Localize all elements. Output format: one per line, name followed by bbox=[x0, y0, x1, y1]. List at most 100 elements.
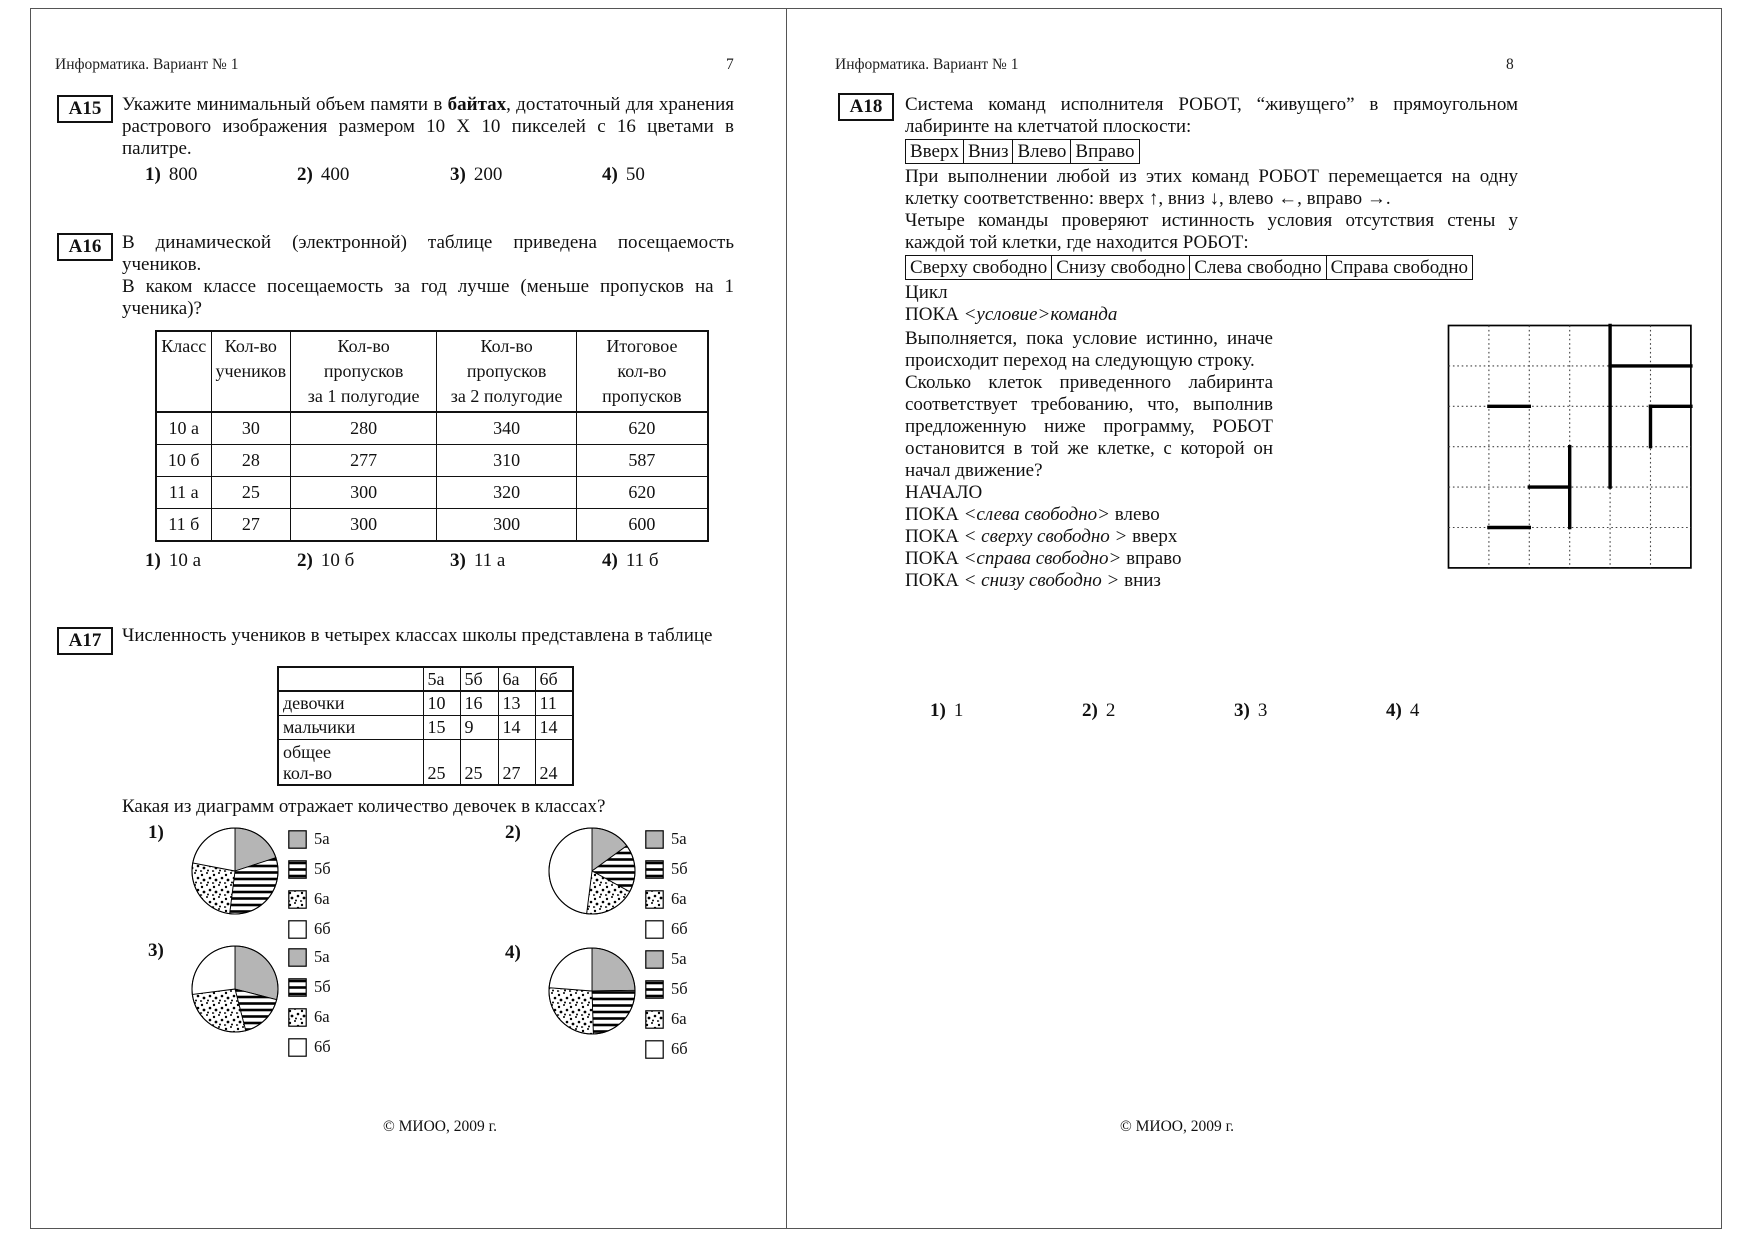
table-cell: 13 bbox=[497, 690, 536, 716]
legend-label: 6а bbox=[671, 1009, 687, 1028]
table-cell: 310 bbox=[436, 444, 578, 477]
pie-slice-6б bbox=[191, 945, 236, 995]
table-cell: 16 bbox=[459, 690, 499, 716]
table-row: 10 б 28 277 310 587 bbox=[155, 444, 709, 477]
legend-swatch-icon bbox=[645, 949, 664, 969]
table-cell: 300 bbox=[436, 508, 578, 542]
a16-header-sem1: Кол-во пропусков за 1 полугодие bbox=[290, 330, 438, 413]
program-line-2: ПОКА < сверху свободно > вверх bbox=[905, 526, 1178, 547]
table-row: 11 б 27 300 300 600 bbox=[155, 508, 709, 542]
chart-option-number: 1) bbox=[148, 822, 164, 843]
legend-label: 5б bbox=[671, 859, 688, 878]
cycle-label: Цикл bbox=[905, 282, 948, 303]
legend-swatch-icon bbox=[645, 1039, 664, 1059]
chart-legend: 5а 5б 6а 6б bbox=[645, 944, 688, 1064]
chart-option-number: 4) bbox=[505, 942, 521, 963]
a18-narrow-block: Выполняется, пока условие истинно, иначе… bbox=[905, 328, 1273, 592]
robot-command-cell: Снизу свободно bbox=[1051, 255, 1191, 280]
table-cell: 5б bbox=[459, 666, 499, 692]
legend-swatch-icon bbox=[288, 1037, 307, 1057]
robot-command-cell: Справа свободно bbox=[1325, 255, 1474, 280]
legend-item: 5а bbox=[288, 942, 331, 972]
a18-label-box: А18 bbox=[838, 93, 894, 121]
table-cell: 9 bbox=[459, 714, 499, 740]
table-cell: 600 bbox=[576, 508, 709, 542]
pie-slice-6а bbox=[548, 987, 594, 1035]
table-cell bbox=[277, 666, 424, 692]
legend-item: 6а bbox=[288, 1002, 331, 1032]
legend-label: 5а bbox=[314, 829, 330, 848]
a16-header-sem2: Кол-во пропусков за 2 полугодие bbox=[436, 330, 578, 413]
a18-paragraph-4: Выполняется, пока условие истинно, иначе… bbox=[905, 328, 1273, 371]
program-line-4: ПОКА < снизу свободно > вниз bbox=[905, 570, 1161, 591]
chart-legend: 5а 5б 6а 6б bbox=[288, 942, 331, 1062]
table-cell: 10 bbox=[422, 690, 461, 716]
a16-header-students: Кол-во учеников bbox=[210, 330, 292, 413]
table-cell: 587 bbox=[576, 444, 709, 477]
page8-running-head: Информатика. Вариант № 1 bbox=[835, 56, 1019, 73]
table-cell: 10 б bbox=[155, 444, 212, 477]
legend-item: 5а bbox=[645, 944, 688, 974]
legend-item: 5б bbox=[645, 974, 688, 1004]
legend-item: 5б bbox=[645, 854, 688, 884]
legend-swatch-icon bbox=[288, 919, 307, 939]
robot-command-cell: Сверху свободно bbox=[904, 255, 1053, 280]
table-cell: 300 bbox=[290, 508, 438, 542]
pie-chart bbox=[191, 827, 279, 915]
pie-chart bbox=[548, 827, 636, 915]
table-cell: 6б bbox=[534, 666, 574, 692]
legend-item: 6б bbox=[288, 1032, 331, 1062]
table-cell: 25 bbox=[422, 738, 461, 786]
chart-option-number: 3) bbox=[148, 940, 164, 961]
robot-command-cell: Влево bbox=[1012, 139, 1072, 164]
legend-label: 6б bbox=[671, 919, 688, 938]
a15-question-text: Укажите минимальный объем памяти в байта… bbox=[122, 94, 734, 160]
legend-swatch-icon bbox=[645, 979, 664, 999]
pie-slice-6б bbox=[192, 827, 236, 872]
legend-item: 5а bbox=[645, 824, 688, 854]
legend-label: 6а bbox=[314, 1007, 330, 1026]
chart-legend: 5а 5б 6а 6б bbox=[645, 824, 688, 944]
legend-label: 5б bbox=[671, 979, 688, 998]
table-cell: 30 bbox=[210, 411, 292, 445]
a16-attendance-table: Класс Кол-во учеников Кол-во пропусков з… bbox=[155, 330, 709, 542]
a18-option-2: 2) 2 bbox=[1082, 700, 1116, 721]
a16-option-3: 3) 11 а bbox=[450, 550, 506, 571]
pie-slice-6б bbox=[548, 947, 593, 992]
a15-option-3: 3) 200 bbox=[450, 164, 503, 185]
a16-question-text: В динамической (электронной) таблице при… bbox=[122, 232, 734, 320]
a17-chart-question: Какая из диаграмм отражает количество де… bbox=[122, 796, 606, 817]
table-cell: 28 bbox=[210, 444, 292, 477]
a17-class-size-table: 5а 5б 6а 6б девочки 10 16 13 11 мальчики 15 9 14 14 об… bbox=[277, 666, 574, 786]
outer-frame bbox=[30, 8, 1722, 1229]
legend-label: 5б bbox=[314, 977, 331, 996]
legend-item: 6а bbox=[645, 1004, 688, 1034]
legend-swatch-icon bbox=[645, 859, 664, 879]
a18-paragraph-5: Сколько клеток приведенного лабиринта со… bbox=[905, 372, 1273, 481]
program-line-1: ПОКА <слева свободно> влево bbox=[905, 504, 1160, 525]
legend-item: 6а bbox=[288, 884, 331, 914]
legend-item: 5б bbox=[288, 854, 331, 884]
legend-swatch-icon bbox=[288, 947, 307, 967]
a17-chart-option-2: 2) 5а 5б 6а 6б bbox=[505, 820, 745, 939]
robot-conditions-row: Сверху свободно Снизу свободно Слева свобо… bbox=[904, 255, 1474, 280]
a18-option-1: 1) 1 bbox=[930, 700, 964, 721]
a17-chart-option-1: 1) 5а 5б 6а 6б bbox=[148, 820, 388, 939]
legend-swatch-icon bbox=[288, 829, 307, 849]
table-row: 11 а 25 300 320 620 bbox=[155, 476, 709, 509]
table-cell: 15 bbox=[422, 714, 461, 740]
chart-legend: 5а 5б 6а 6б bbox=[288, 824, 331, 944]
legend-label: 6б bbox=[671, 1039, 688, 1058]
maze-svg bbox=[1447, 323, 1693, 569]
robot-commands-table: Вверх Вниз Влево Вправо bbox=[905, 139, 1140, 164]
a18-option-3: 3) 3 bbox=[1234, 700, 1268, 721]
table-cell: 620 bbox=[576, 476, 709, 509]
legend-item: 6б bbox=[288, 914, 331, 944]
table-row: мальчики 15 9 14 14 bbox=[277, 714, 574, 740]
pie-chart bbox=[191, 945, 279, 1033]
a15-text-part2: , достаточный для хранения растрового из… bbox=[122, 94, 735, 159]
legend-swatch-icon bbox=[288, 889, 307, 909]
table-cell: 277 bbox=[290, 444, 438, 477]
table-cell: 14 bbox=[497, 714, 536, 740]
